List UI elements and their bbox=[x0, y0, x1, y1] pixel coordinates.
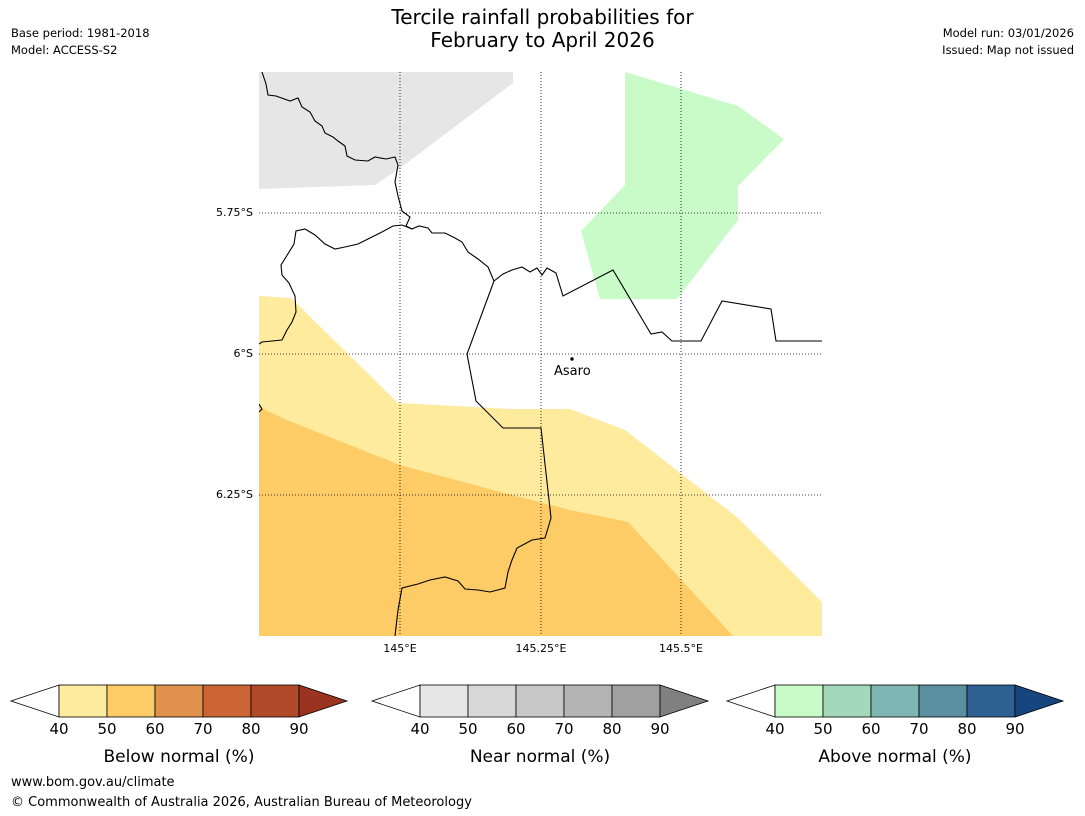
legend-near-segment bbox=[611, 684, 661, 718]
boundary-east bbox=[493, 266, 822, 342]
legend-near-tick-label: 50 bbox=[458, 720, 477, 738]
legend-below-tick-label: 90 bbox=[289, 720, 308, 738]
legend-below-tick-label: 40 bbox=[49, 720, 68, 738]
asaro-label: Asaro bbox=[554, 364, 591, 379]
issued-text: Issued: Map not issued bbox=[942, 43, 1074, 57]
legend-below-low-extension bbox=[9, 684, 60, 718]
legend-below-segment bbox=[250, 684, 300, 718]
legend-below-segment bbox=[154, 684, 204, 718]
legend-near-tick-label: 80 bbox=[602, 720, 621, 738]
lon-label-145-5: 145.5°E bbox=[659, 642, 703, 655]
legend-above-label: Above normal (%) bbox=[818, 747, 971, 767]
legend-below-tick-label: 50 bbox=[97, 720, 116, 738]
boundary-west bbox=[259, 224, 413, 345]
lat-label-5-75: 5.75°S bbox=[216, 206, 253, 219]
map-title: Tercile rainfall probabilities for Febru… bbox=[0, 6, 1085, 52]
legend-below-segment bbox=[106, 684, 156, 718]
legend-near-label: Near normal (%) bbox=[470, 747, 610, 767]
legend-above-tick-label: 80 bbox=[957, 720, 976, 738]
legend-above-tick-label: 60 bbox=[861, 720, 880, 738]
base-period-text: Base period: 1981-2018 bbox=[11, 26, 150, 40]
legend-below-tick-label: 60 bbox=[145, 720, 164, 738]
title-line-2: February to April 2026 bbox=[430, 28, 655, 52]
legend-above-tick-label: 70 bbox=[909, 720, 928, 738]
legend-above-tick-label: 50 bbox=[813, 720, 832, 738]
lon-label-145-25: 145.25°E bbox=[515, 642, 567, 655]
lat-label-6-25: 6.25°S bbox=[216, 488, 253, 501]
legend-above-high-extension bbox=[1014, 684, 1065, 718]
legend-near-segment bbox=[563, 684, 613, 718]
boundary-sw-stub bbox=[259, 403, 263, 413]
legend-below-segment bbox=[202, 684, 252, 718]
legend-above-tick-label: 90 bbox=[1005, 720, 1024, 738]
boundary-lines bbox=[259, 72, 822, 636]
meta-right: Model run: 03/01/2026 Issued: Map not is… bbox=[942, 25, 1074, 59]
legend-near-tick-label: 60 bbox=[506, 720, 525, 738]
model-text: Model: ACCESS-S2 bbox=[11, 43, 118, 57]
legend-below-tick-label: 80 bbox=[241, 720, 260, 738]
legend-near-segment bbox=[515, 684, 565, 718]
legend-near-high-extension bbox=[659, 684, 710, 718]
footer-url: www.bom.gov.au/climate bbox=[11, 775, 175, 790]
legend-below-tick-label: 70 bbox=[193, 720, 212, 738]
meta-left: Base period: 1981-2018 Model: ACCESS-S2 bbox=[11, 25, 150, 59]
legend-near-segment bbox=[467, 684, 517, 718]
legend-above-segment bbox=[918, 684, 968, 718]
model-run-text: Model run: 03/01/2026 bbox=[942, 26, 1074, 40]
boundary-internal bbox=[394, 280, 552, 636]
near-normal-region bbox=[259, 72, 513, 189]
graticule bbox=[259, 72, 822, 636]
legend-below-label: Below normal (%) bbox=[104, 747, 255, 767]
boundary-north bbox=[261, 72, 495, 282]
asaro-marker bbox=[570, 357, 574, 361]
legend-above-low-extension bbox=[725, 684, 776, 718]
footer-copyright: © Commonwealth of Australia 2026, Austra… bbox=[11, 795, 472, 810]
lat-label-6: 6°S bbox=[233, 347, 253, 360]
title-line-1: Tercile rainfall probabilities for bbox=[391, 5, 694, 29]
legend-near-segment bbox=[419, 684, 469, 718]
legend-above-segment bbox=[966, 684, 1016, 718]
above-normal-region bbox=[581, 72, 784, 299]
legend-near-low-extension bbox=[370, 684, 421, 718]
legend-below-segment bbox=[58, 684, 108, 718]
legend-above-tick-label: 40 bbox=[765, 720, 784, 738]
legend-near-tick-label: 40 bbox=[410, 720, 429, 738]
legend-above-segment bbox=[822, 684, 872, 718]
legend-above-segment bbox=[870, 684, 920, 718]
legend-below-high-extension bbox=[298, 684, 349, 718]
lon-label-145: 145°E bbox=[383, 642, 417, 655]
legend-above-segment bbox=[774, 684, 824, 718]
below-normal-50-60-region bbox=[259, 407, 733, 636]
legend-near-tick-label: 70 bbox=[554, 720, 573, 738]
legend-near-tick-label: 90 bbox=[650, 720, 669, 738]
